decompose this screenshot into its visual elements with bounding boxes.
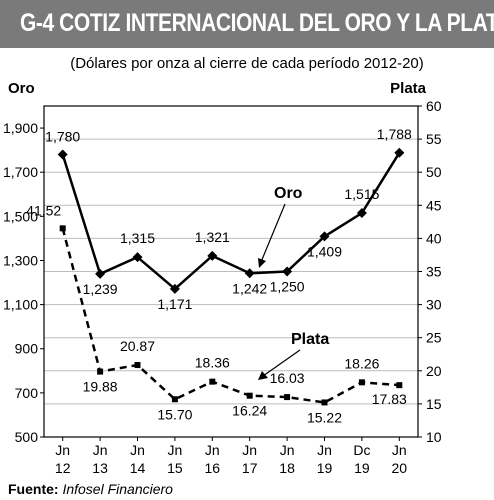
plata-point-marker: [284, 394, 291, 401]
oro-data-label: 1,788: [377, 126, 412, 142]
left-axis-tick-label: 1,300: [3, 252, 38, 268]
oro-point-marker: [356, 208, 367, 219]
right-axis-tick-label: 60: [426, 98, 442, 114]
x-tick-label-line1: Jn: [317, 442, 332, 458]
oro-point-marker: [207, 250, 218, 261]
x-tick-label-line1: Jn: [93, 442, 108, 458]
plata-data-label: 19.88: [83, 379, 118, 395]
left-axis-tick-label: 1,900: [3, 120, 38, 136]
oro-point-marker: [57, 149, 68, 160]
x-tick-label-line1: Jn: [242, 442, 257, 458]
plata-data-label: 16.24: [232, 403, 267, 419]
plata-callout-arrowhead: [258, 371, 268, 380]
oro-data-label: 1,409: [307, 243, 342, 259]
x-tick-label-line1: Jn: [168, 442, 183, 458]
left-axis-tick-label: 1,500: [3, 208, 38, 224]
x-tick-label-line2: 14: [130, 460, 146, 476]
oro-point-marker: [95, 268, 106, 279]
x-tick-label-line2: 18: [279, 460, 295, 476]
left-axis-title: Oro: [8, 80, 35, 97]
x-tick-label-line2: 15: [167, 460, 183, 476]
x-tick-label-line2: 20: [392, 460, 408, 476]
x-tick-label-line2: 12: [55, 460, 71, 476]
plata-data-label: 16.03: [270, 370, 305, 386]
source-value: Infosel Financiero: [62, 481, 173, 497]
x-tick-label-line2: 19: [317, 460, 333, 476]
plata-point-marker: [246, 392, 253, 399]
plata-point-marker: [209, 378, 216, 385]
right-axis-tick-label: 45: [426, 197, 442, 213]
oro-data-label: 1,171: [157, 296, 192, 312]
source-note: Fuente: Infosel Financiero: [8, 481, 173, 497]
plata-point-marker: [59, 225, 66, 232]
plata-data-label: 17.83: [372, 391, 407, 407]
plata-point-marker: [321, 399, 328, 406]
oro-point-marker: [169, 283, 180, 294]
plata-callout-arrow-line: [262, 349, 301, 377]
plata-point-marker: [396, 382, 403, 389]
right-axis-tick-label: 50: [426, 164, 442, 180]
oro-point-marker: [394, 147, 405, 158]
right-axis-tick-label: 35: [426, 264, 442, 280]
left-axis-tick-label: 900: [15, 341, 39, 357]
right-axis-tick-label: 55: [426, 131, 442, 147]
plata-series-line: [61, 228, 400, 404]
plata-data-label: 20.87: [120, 338, 155, 354]
plata-data-label: 18.26: [344, 355, 379, 371]
oro-data-label: 1,780: [45, 129, 80, 145]
oro-series-line: [61, 152, 401, 291]
x-tick-label-line1: Dc: [353, 442, 370, 458]
oro-point-marker: [282, 266, 293, 277]
chart-subtitle: (Dólares por onza al cierre de cada perí…: [70, 55, 424, 72]
left-axis-tick-label: 1,700: [3, 164, 38, 180]
oro-series-callout: Oro: [274, 185, 303, 202]
oro-point-marker: [319, 231, 330, 242]
plata-point-marker: [97, 368, 104, 375]
oro-callout-arrow-line: [260, 203, 286, 263]
oro-point-marker: [132, 252, 143, 263]
right-axis-title: Plata: [390, 80, 427, 97]
right-axis-tick-label: 40: [426, 230, 442, 246]
x-tick-label-line1: Jn: [392, 442, 407, 458]
oro-data-label: 1,315: [120, 230, 155, 246]
right-axis-tick-label: 30: [426, 297, 442, 313]
right-axis-tick-label: 20: [426, 363, 442, 379]
source-label: Fuente:: [8, 481, 59, 497]
oro-callout-arrowhead: [258, 258, 266, 268]
right-axis-tick-label: 15: [426, 396, 442, 412]
right-axis-tick-label: 10: [426, 429, 442, 445]
title-bar: G-4 COTIZ INTERNACIONAL DEL ORO Y LA PLA…: [0, 0, 494, 48]
plata-data-label: 15.70: [157, 406, 192, 422]
oro-data-label: 1,515: [344, 186, 379, 202]
x-tick-label-line1: Jn: [280, 442, 295, 458]
left-axis-tick-label: 700: [15, 385, 39, 401]
oro-data-label: 1,239: [83, 281, 118, 297]
x-tick-label-line2: 17: [242, 460, 258, 476]
oro-point-marker: [244, 268, 255, 279]
x-tick-label-line1: Jn: [130, 442, 145, 458]
left-axis-tick-label: 1,100: [3, 297, 38, 313]
plata-data-label: 18.36: [195, 355, 230, 371]
plata-point-marker: [134, 362, 141, 369]
x-tick-label-line2: 19: [354, 460, 370, 476]
x-tick-label-line1: Jn: [55, 442, 70, 458]
x-tick-label-line1: Jn: [205, 442, 220, 458]
oro-data-label: 1,242: [232, 280, 267, 296]
plata-data-label: 15.22: [307, 409, 342, 425]
plata-series-callout: Plata: [291, 331, 329, 348]
plata-point-marker: [171, 396, 178, 403]
plata-point-marker: [358, 379, 365, 386]
plata-data-label: 41.52: [26, 202, 61, 218]
oro-data-label: 1,321: [195, 229, 230, 245]
oro-data-label: 1,250: [270, 279, 305, 295]
x-tick-label-line2: 13: [92, 460, 108, 476]
chart-title: G-4 COTIZ INTERNACIONAL DEL ORO Y LA PLA…: [20, 9, 494, 37]
x-tick-label-line2: 16: [205, 460, 221, 476]
right-axis-tick-label: 25: [426, 330, 442, 346]
left-axis-tick-label: 500: [15, 429, 39, 445]
